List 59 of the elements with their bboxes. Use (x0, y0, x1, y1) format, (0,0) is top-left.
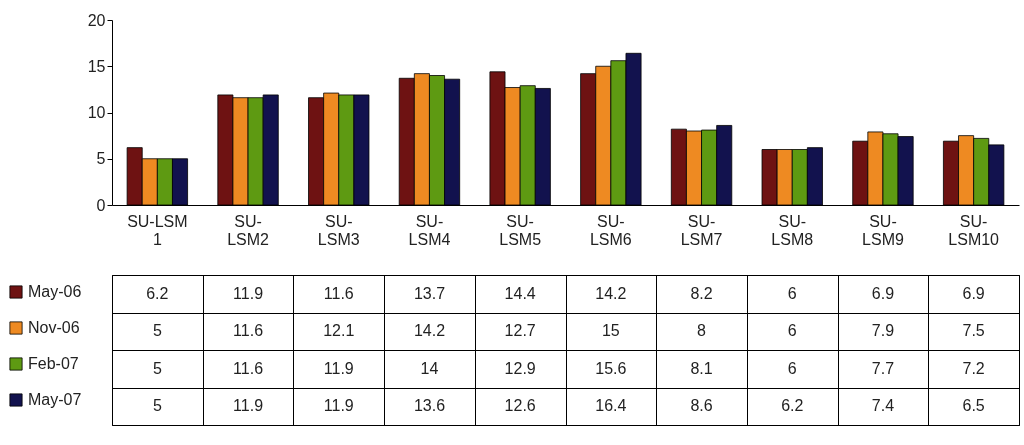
data-label: 11.6 (233, 322, 264, 340)
data-label: 6.2 (146, 284, 169, 302)
legend-label: May-06 (28, 283, 82, 300)
data-label: 15 (601, 322, 620, 340)
data-label: 11.6 (233, 359, 264, 377)
data-label: 8 (697, 322, 707, 340)
data-label: 11.9 (323, 397, 354, 415)
data-label: 6.9 (962, 284, 985, 302)
y-tick-label: 15 (87, 57, 106, 75)
x-tick-label: SU-LSM2 (227, 212, 270, 248)
legend-label: Feb-07 (28, 355, 79, 372)
data-label: 16.4 (595, 397, 627, 415)
data-label: 5 (152, 359, 162, 377)
y-tick-label: 0 (96, 196, 106, 214)
data-label: 7.2 (962, 359, 985, 377)
data-label: 7.5 (962, 322, 985, 340)
data-label: 13.6 (413, 397, 446, 415)
legend-label: Nov-06 (28, 319, 80, 336)
x-tick-label: SU-LSM8 (771, 212, 814, 248)
y-tick-label: 10 (87, 104, 106, 121)
x-tick-label: SU-LSM9 (862, 212, 904, 248)
data-label: 8.2 (690, 284, 713, 302)
legend-label: May-07 (28, 391, 82, 408)
data-label: 6 (787, 322, 797, 340)
data-label: 8.1 (690, 359, 713, 377)
data-label: 14 (420, 359, 439, 377)
data-label: 12.7 (504, 322, 536, 340)
data-label: 14.4 (504, 284, 536, 302)
data-label: 6 (787, 359, 797, 377)
y-tick-label: 5 (96, 150, 106, 168)
data-label: 5 (152, 397, 162, 415)
data-label: 8.6 (690, 397, 713, 415)
data-label: 11.6 (323, 284, 354, 302)
x-tick-label: SU-LSM 1 (127, 212, 188, 248)
x-tick-label: SU-LSM6 (589, 212, 632, 248)
x-tick-label: SU-LSM5 (499, 212, 542, 248)
data-label: 12.1 (323, 322, 355, 340)
data-label: 14.2 (595, 284, 627, 302)
data-label: 6.5 (962, 397, 985, 415)
data-label: 13.7 (413, 284, 446, 302)
data-label: 7.7 (871, 359, 895, 377)
data-label: 6.9 (871, 284, 895, 302)
data-label: 7.9 (871, 322, 895, 340)
x-tick-label: SU-LSM7 (680, 212, 723, 248)
data-label: 5 (152, 322, 162, 340)
data-label: 6.2 (781, 397, 804, 415)
data-label: 11.9 (233, 397, 264, 415)
x-tick-label: SU-LSM4 (408, 212, 451, 248)
data-label: 11.9 (233, 284, 264, 302)
data-label: 11.9 (323, 359, 354, 377)
data-label: 12.9 (504, 359, 536, 377)
x-tick-label: SU-LSM10 (948, 212, 1000, 248)
data-label: 7.4 (871, 397, 895, 415)
data-label: 15.6 (595, 359, 627, 377)
data-label: 12.6 (504, 397, 536, 415)
x-tick-label: SU-LSM3 (317, 212, 360, 248)
data-label: 14.2 (413, 322, 446, 340)
data-label: 6 (787, 284, 797, 302)
y-tick-label: 20 (87, 11, 106, 29)
